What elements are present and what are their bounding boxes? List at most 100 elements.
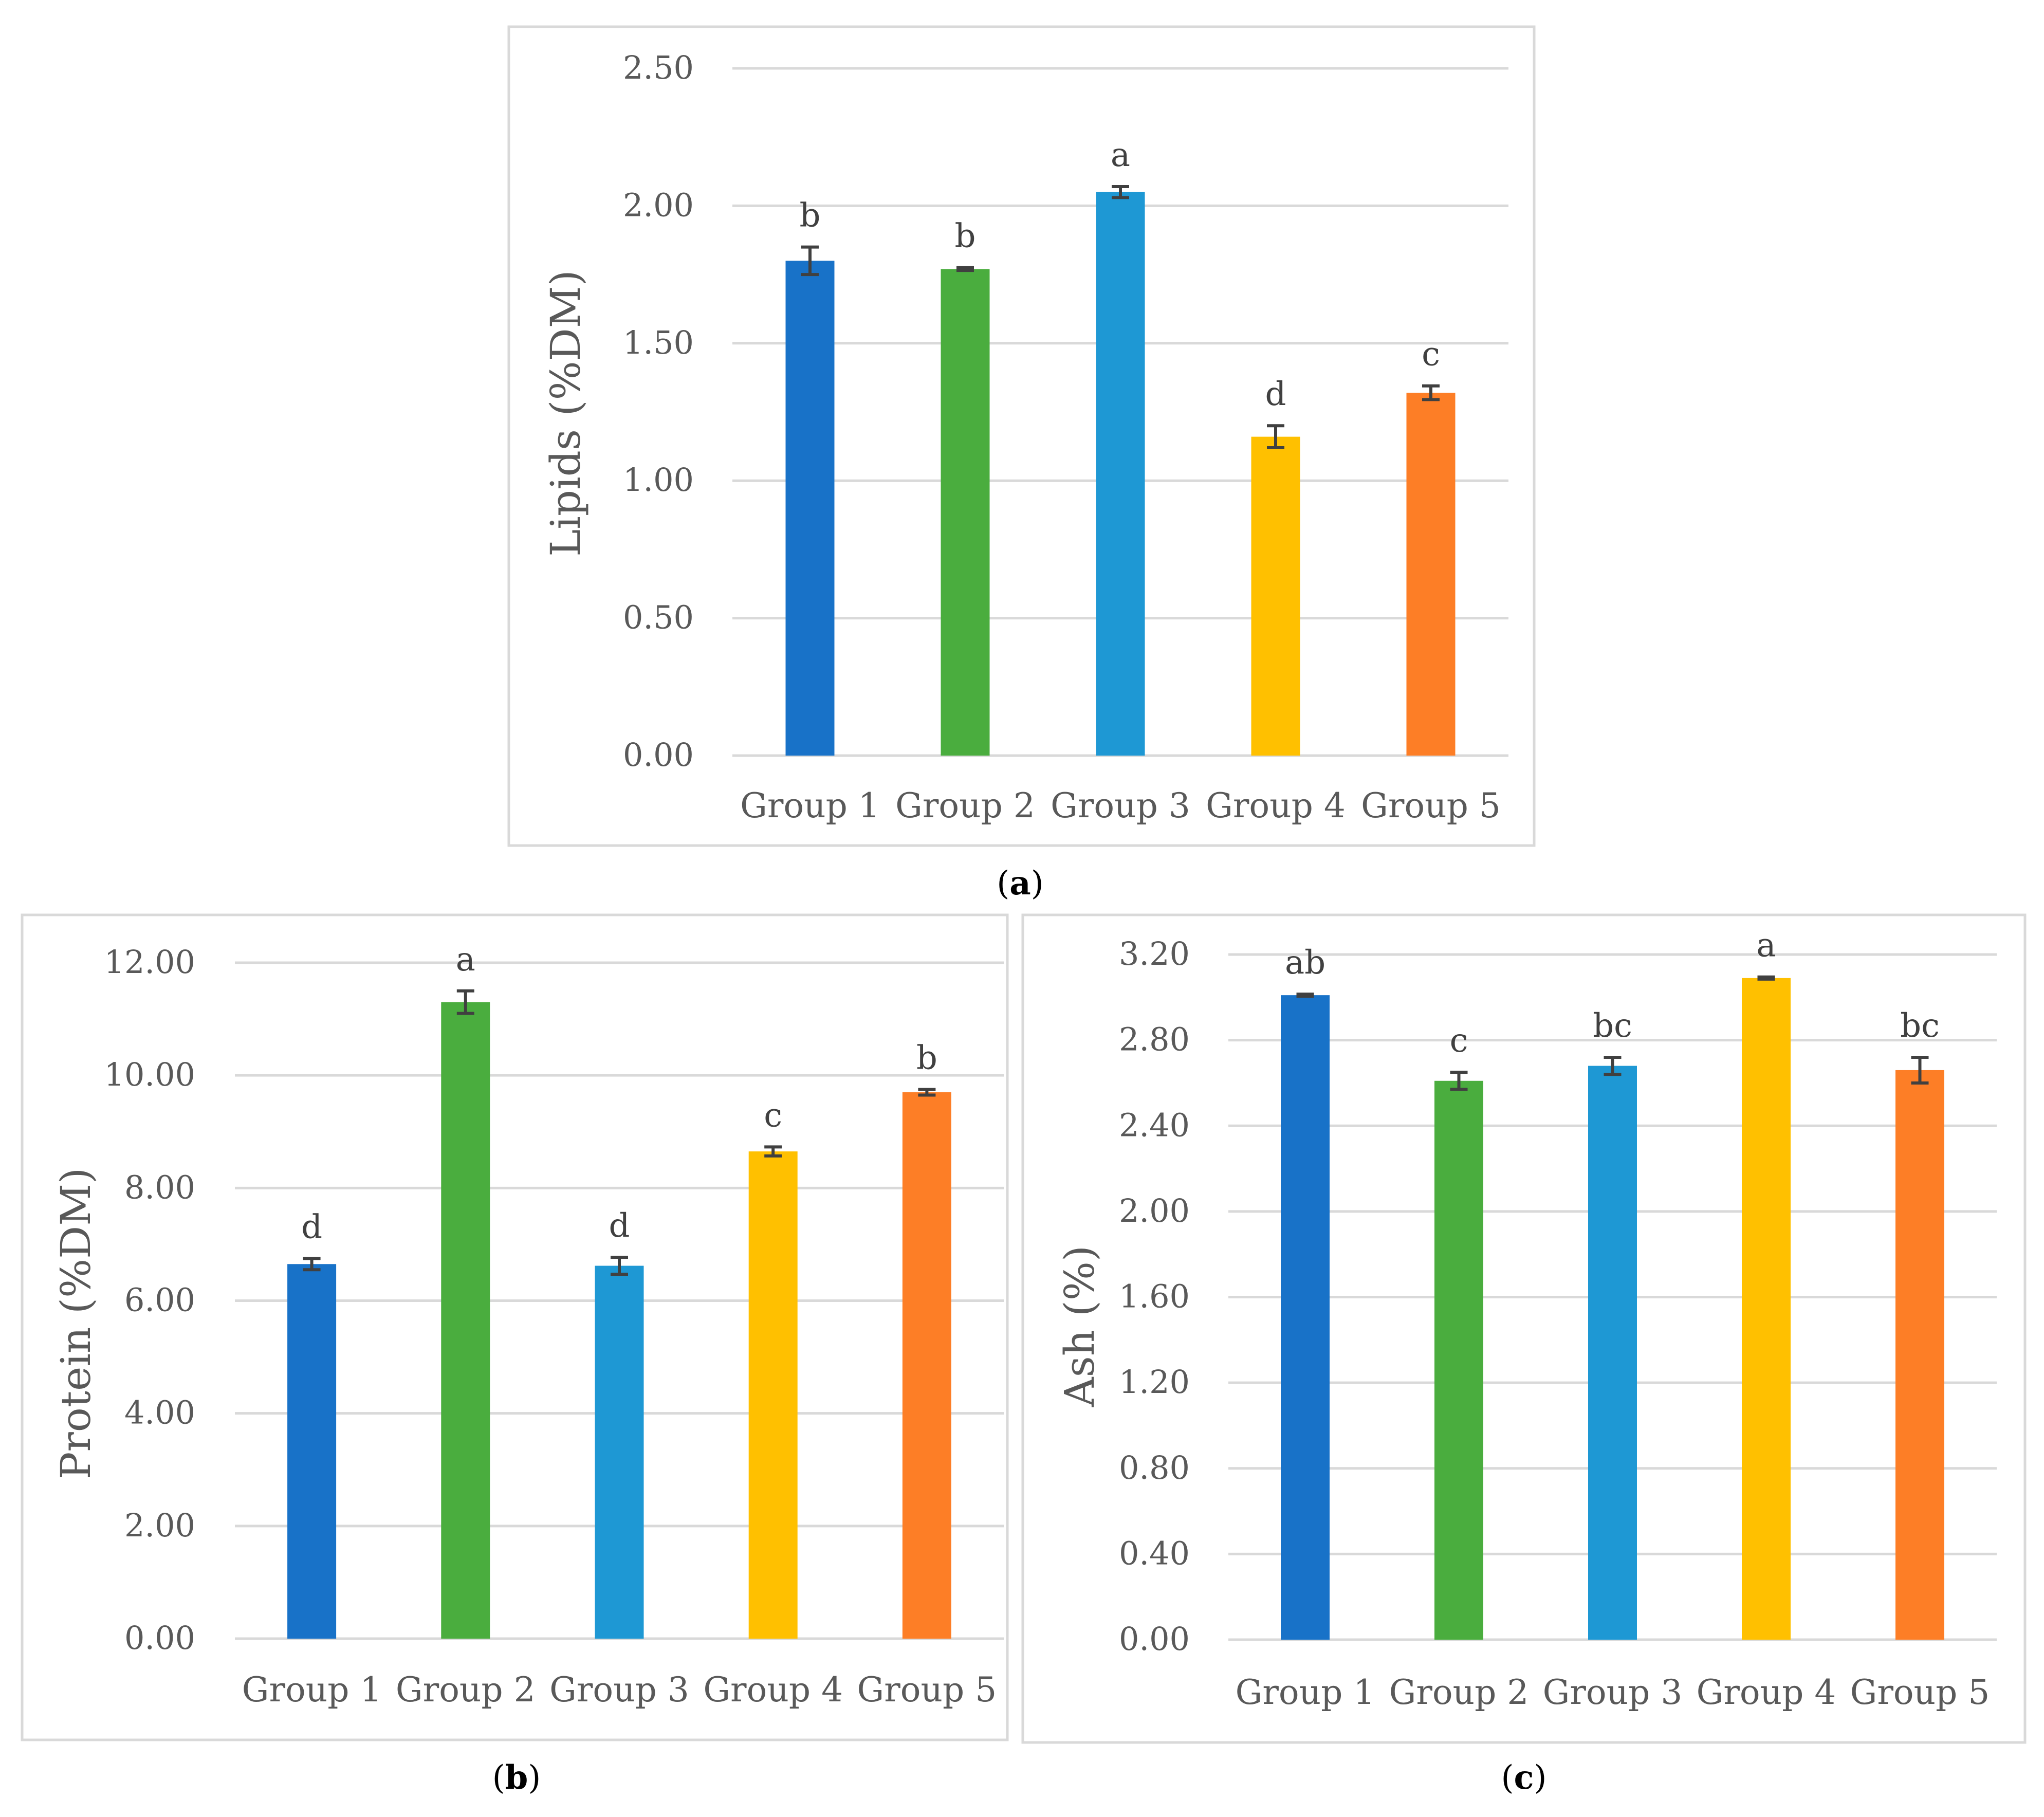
chart-b-x-tick-label: Group 3 xyxy=(549,1670,689,1710)
chart-c-bar-2 xyxy=(1434,1080,1483,1640)
chart-c-y-axis-label: Ash (%) xyxy=(1056,1245,1103,1407)
chart-panel-c-frame xyxy=(1021,913,2027,1744)
chart-b-x-tick-label: Group 4 xyxy=(703,1670,843,1710)
chart-b-error-bar-2 xyxy=(456,989,474,1015)
chart-b-x-ticks: Group 1 Group 2 Group 3 Group 4 Group 5 xyxy=(242,1670,997,1710)
chart-a-x-tick-label: Group 5 xyxy=(1361,786,1501,825)
chart-a-y-tick-label: 0.00 xyxy=(623,736,694,774)
chart-a-significance-label-1: b xyxy=(800,197,821,235)
chart-c-y-tick-label: 0.00 xyxy=(1119,1620,1190,1658)
chart-panel-b-frame xyxy=(21,913,1009,1741)
chart-c-bar-4 xyxy=(1742,978,1791,1640)
chart-c-y-ticks: 0.00 0.40 0.80 1.20 1.60 2.00 2.40 2.80 3.20 xyxy=(1119,935,1190,1658)
chart-c-significance-label-3: bc xyxy=(1593,1007,1632,1045)
chart-b-y-tick-label: 10.00 xyxy=(104,1056,196,1093)
chart-c-error-bar-2 xyxy=(1450,1071,1468,1091)
chart-a-y-tick-label: 0.50 xyxy=(623,599,694,636)
chart-panel-b: d a d c b 0.00 2.00 4.00 6.00 8.00 10.00 12.00 Gro… xyxy=(21,913,1009,1797)
chart-a-bar-4 xyxy=(1251,436,1300,756)
chart-c-error-bar-3 xyxy=(1604,1055,1622,1076)
chart-a-y-tick-label: 1.50 xyxy=(623,324,694,361)
chart-a-bar-2 xyxy=(941,269,990,756)
chart-c-bar-3 xyxy=(1588,1066,1637,1640)
chart-a-bar-1 xyxy=(785,261,835,756)
chart-b-bar-4 xyxy=(748,1151,798,1639)
chart-c-y-tick-label: 1.60 xyxy=(1119,1278,1190,1315)
chart-b-bars: d a d c b xyxy=(287,941,951,1639)
chart-c-error-bar-5 xyxy=(1911,1055,1929,1085)
chart-a-x-tick-label: Group 2 xyxy=(895,786,1035,825)
chart-b-significance-label-2: a xyxy=(456,941,475,979)
chart-c-significance-label-5: bc xyxy=(1900,1007,1940,1045)
chart-b-significance-label-5: b xyxy=(916,1039,937,1077)
chart-a-significance-label-2: b xyxy=(955,217,976,255)
chart-a-significance-label-5: c xyxy=(1422,336,1440,374)
chart-a-y-axis-label: Lipids (%DM) xyxy=(542,270,590,557)
chart-b-x-tick-label: Group 5 xyxy=(857,1670,997,1710)
chart-a-x-tick-label: Group 4 xyxy=(1206,786,1346,825)
chart-b-y-tick-label: 8.00 xyxy=(124,1168,195,1206)
chart-b-y-tick-label: 2.00 xyxy=(124,1507,195,1544)
chart-b-significance-label-3: d xyxy=(609,1207,630,1245)
chart-a-bar-5 xyxy=(1406,393,1456,756)
chart-a-bars: b b a d c xyxy=(785,136,1456,756)
chart-b-y-tick-label: 0.00 xyxy=(124,1619,195,1657)
chart-a-error-bar-1 xyxy=(801,245,819,277)
chart-c-y-tick-label: 0.80 xyxy=(1119,1449,1190,1486)
chart-b-x-tick-label: Group 1 xyxy=(242,1670,382,1710)
chart-c-y-tick-label: 2.40 xyxy=(1119,1106,1190,1144)
chart-b-y-tick-label: 12.00 xyxy=(104,943,196,981)
chart-b-x-tick-label: Group 2 xyxy=(396,1670,536,1710)
chart-b-bar-1 xyxy=(287,1264,337,1639)
chart-c-error-bar-4 xyxy=(1757,975,1775,981)
chart-c-error-bar-1 xyxy=(1296,993,1314,998)
chart-a-error-bar-3 xyxy=(1112,185,1129,199)
chart-a-bar-3 xyxy=(1096,192,1145,756)
chart-b-significance-label-1: d xyxy=(301,1208,322,1246)
chart-a-x-ticks: Group 1 Group 2 Group 3 Group 4 Group 5 xyxy=(740,786,1501,825)
chart-panel-a-frame xyxy=(507,25,1536,847)
chart-b-bar-5 xyxy=(902,1092,951,1639)
chart-c-caption: (c) xyxy=(1501,1758,1547,1797)
chart-a-x-tick-label: Group 3 xyxy=(1051,786,1190,825)
chart-c-bar-5 xyxy=(1895,1070,1944,1640)
chart-a-y-tick-label: 1.00 xyxy=(623,461,694,499)
chart-a-y-tick-label: 2.00 xyxy=(623,186,694,224)
chart-c-x-tick-label: Group 3 xyxy=(1543,1673,1683,1712)
chart-c-y-tick-label: 3.20 xyxy=(1119,935,1190,972)
chart-b-caption-letter: b xyxy=(505,1758,528,1797)
chart-c-y-tick-label: 2.00 xyxy=(1119,1192,1190,1229)
chart-c-caption-letter: c xyxy=(1514,1758,1534,1797)
chart-b-bar-2 xyxy=(441,1002,490,1639)
chart-b-caption: (b) xyxy=(492,1758,541,1797)
chart-b-y-axis-label: Protein (%DM) xyxy=(52,1168,100,1480)
chart-c-x-tick-label: Group 5 xyxy=(1850,1673,1990,1712)
chart-c-x-tick-label: Group 4 xyxy=(1697,1673,1836,1712)
chart-c-y-tick-label: 2.80 xyxy=(1119,1021,1190,1058)
chart-c-y-tick-label: 1.20 xyxy=(1119,1363,1190,1401)
chart-a-y-ticks: 0.00 0.50 1.00 1.50 2.00 2.50 xyxy=(623,49,694,774)
chart-c-y-tick-label: 0.40 xyxy=(1119,1534,1190,1572)
chart-a-error-bar-2 xyxy=(956,266,974,272)
chart-c-x-ticks: Group 1 Group 2 Group 3 Group 4 Group 5 xyxy=(1236,1673,1990,1712)
chart-a-significance-label-3: a xyxy=(1111,136,1130,174)
chart-b-y-ticks: 0.00 2.00 4.00 6.00 8.00 10.00 12.00 xyxy=(104,943,196,1657)
chart-a-error-bar-5 xyxy=(1422,384,1440,401)
chart-b-significance-label-4: c xyxy=(764,1096,782,1134)
chart-c-bar-1 xyxy=(1281,995,1330,1640)
chart-b-y-tick-label: 6.00 xyxy=(124,1281,195,1319)
chart-a-x-tick-label: Group 1 xyxy=(740,786,880,825)
chart-b-error-bar-3 xyxy=(611,1256,628,1276)
chart-a-significance-label-4: d xyxy=(1265,375,1286,413)
chart-b-error-bar-1 xyxy=(303,1257,321,1272)
chart-b-error-bar-5 xyxy=(918,1088,936,1097)
chart-c-x-tick-label: Group 2 xyxy=(1389,1673,1529,1712)
chart-a-error-bar-4 xyxy=(1267,424,1284,450)
chart-c-significance-label-1: ab xyxy=(1285,944,1325,982)
chart-c-x-tick-label: Group 1 xyxy=(1236,1673,1375,1712)
chart-b-error-bar-4 xyxy=(764,1145,782,1158)
